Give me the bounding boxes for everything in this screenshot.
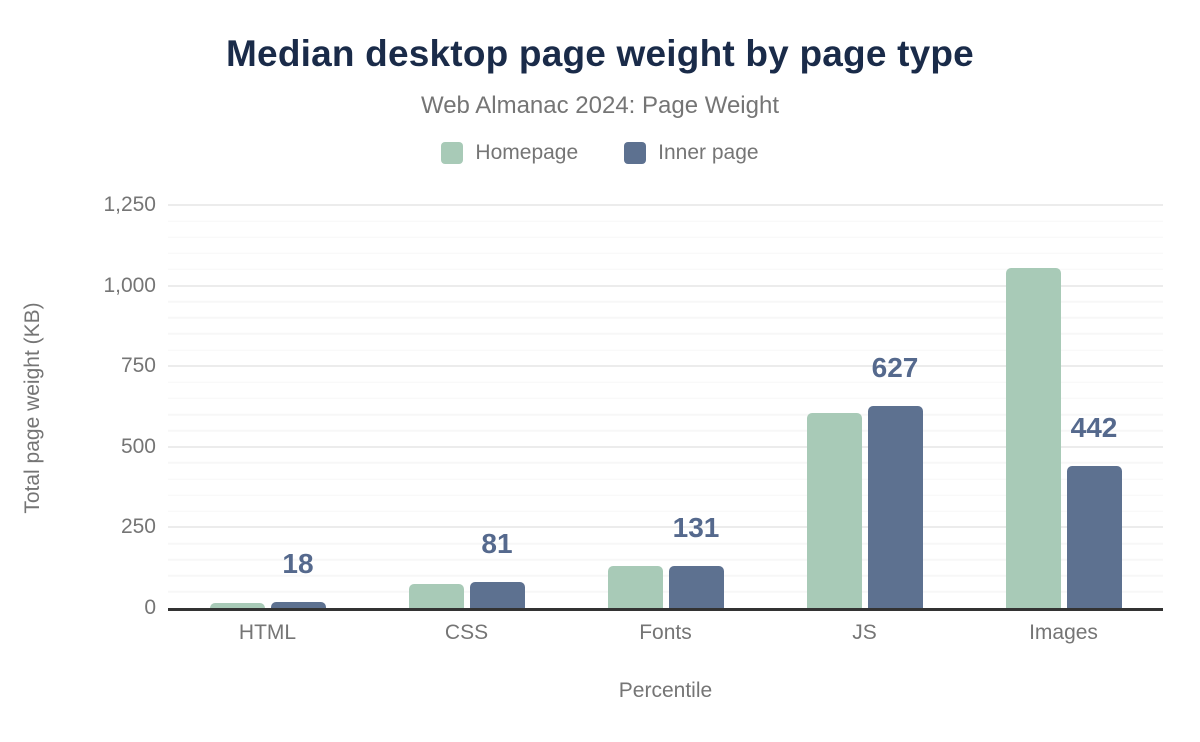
legend-item-homepage[interactable]: Homepage [441, 141, 578, 165]
bar-group-css: 81 [367, 205, 566, 608]
minor-gridline [168, 591, 1163, 593]
x-tick-label-js: JS [852, 621, 877, 644]
x-axis-ticks: HTML CSS Fonts JS Images [168, 621, 1163, 645]
minor-gridline [168, 510, 1163, 513]
legend-label: Homepage [475, 141, 579, 164]
plot-area: 18 81 131 627 442 [168, 204, 1163, 611]
legend: Homepage Inner page [0, 141, 1200, 165]
bar-group-images: 442 [964, 205, 1163, 608]
x-tick-label-html: HTML [238, 621, 297, 644]
bar-group-js: 627 [765, 205, 964, 608]
chart-subtitle: Web Almanac 2024: Page Weight [420, 92, 779, 119]
bar-homepage-html[interactable] [209, 602, 265, 608]
minor-gridline [168, 381, 1163, 384]
legend-label: Inner page [658, 141, 759, 164]
y-tick-label-750: 750 [120, 354, 156, 378]
bar-homepage-images[interactable] [1005, 267, 1061, 608]
minor-gridline [168, 220, 1163, 222]
minor-gridline [168, 333, 1163, 335]
legend-swatch-homepage-icon [441, 142, 464, 164]
data-label-images: 442 [1070, 411, 1118, 443]
data-label-html: 18 [282, 548, 314, 580]
bar-inner-page-js[interactable]: 627 [867, 352, 923, 608]
minor-gridline [168, 494, 1163, 496]
minor-gridline [168, 252, 1163, 255]
data-label-js: 627 [871, 351, 919, 383]
legend-item-inner-page[interactable]: Inner page [624, 141, 759, 165]
bar-inner-page-images[interactable]: 442 [1066, 412, 1122, 608]
major-gridline [168, 445, 1163, 448]
y-tick-label-1-250: 1,250 [103, 193, 156, 216]
data-label-css: 81 [481, 527, 513, 559]
bar-group-fonts: 131 [566, 205, 765, 608]
minor-gridline [168, 236, 1163, 238]
y-axis-ticks: 0 250 500 750 1,000 1,250 [0, 193, 156, 619]
data-label-fonts: 131 [672, 511, 720, 543]
bar-inner-page-fonts[interactable]: 131 [668, 512, 724, 608]
minor-gridline [168, 575, 1163, 577]
x-axis-title: Percentile [618, 679, 713, 702]
bar-homepage-fonts[interactable] [607, 566, 663, 608]
bar-homepage-js[interactable] [806, 412, 862, 608]
minor-gridline [168, 397, 1163, 400]
y-tick-label-1-000: 1,000 [103, 273, 156, 297]
major-gridline [168, 284, 1163, 287]
major-gridline [168, 365, 1163, 368]
x-tick-label-images: Images [1029, 621, 1098, 644]
minor-gridline [168, 542, 1163, 545]
minor-gridline [168, 462, 1163, 464]
chart-title: Median desktop page weight by page type [226, 33, 974, 74]
y-tick-label-0: 0 [144, 596, 156, 619]
major-gridline [168, 204, 1163, 206]
legend-swatch-inner-page-icon [624, 142, 647, 164]
minor-gridline [168, 413, 1163, 416]
bar-homepage-css[interactable] [408, 583, 464, 608]
y-tick-label-500: 500 [120, 434, 156, 458]
x-tick-label-fonts: Fonts [639, 621, 692, 644]
minor-gridline [168, 317, 1163, 319]
bar-group-html: 18 [168, 205, 367, 608]
minor-gridline [168, 558, 1163, 561]
bar-inner-page-html[interactable]: 18 [270, 548, 326, 608]
minor-gridline [168, 478, 1163, 480]
minor-gridline [168, 300, 1163, 303]
minor-gridline [168, 429, 1163, 432]
minor-gridline [168, 349, 1163, 351]
bar-inner-page-css[interactable]: 81 [469, 528, 525, 608]
y-tick-label-250: 250 [120, 515, 156, 539]
major-gridline [168, 526, 1163, 529]
minor-gridline [168, 268, 1163, 271]
x-tick-label-css: CSS [444, 621, 489, 644]
